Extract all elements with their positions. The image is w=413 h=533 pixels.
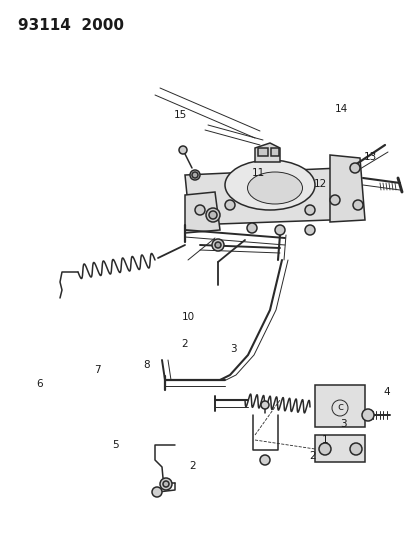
- Ellipse shape: [247, 172, 302, 204]
- Polygon shape: [185, 168, 344, 225]
- Text: 12: 12: [313, 179, 327, 189]
- Circle shape: [152, 487, 161, 497]
- Polygon shape: [185, 192, 219, 233]
- Circle shape: [209, 211, 216, 219]
- Text: 8: 8: [143, 360, 150, 370]
- Circle shape: [361, 409, 373, 421]
- Circle shape: [178, 146, 187, 154]
- Text: 10: 10: [181, 312, 195, 322]
- Bar: [271, 148, 278, 156]
- Circle shape: [352, 200, 362, 210]
- Text: 2: 2: [189, 462, 195, 471]
- Text: 3: 3: [339, 419, 346, 429]
- Text: 5: 5: [112, 440, 119, 450]
- Polygon shape: [254, 143, 279, 162]
- Text: 2: 2: [180, 339, 187, 349]
- Circle shape: [192, 172, 197, 178]
- Text: 3: 3: [230, 344, 237, 354]
- Circle shape: [211, 239, 223, 251]
- Bar: [257, 148, 267, 156]
- Text: 4: 4: [383, 387, 389, 397]
- Circle shape: [318, 443, 330, 455]
- Text: 93114  2000: 93114 2000: [18, 18, 124, 33]
- Text: 1: 1: [321, 435, 328, 445]
- Text: 13: 13: [363, 152, 376, 162]
- Circle shape: [163, 481, 169, 487]
- Text: 7: 7: [94, 366, 100, 375]
- Circle shape: [206, 208, 219, 222]
- Circle shape: [224, 200, 235, 210]
- Circle shape: [260, 401, 268, 409]
- Circle shape: [195, 205, 204, 215]
- Circle shape: [304, 205, 314, 215]
- Text: 11: 11: [252, 168, 265, 178]
- Circle shape: [349, 443, 361, 455]
- Circle shape: [349, 163, 359, 173]
- Ellipse shape: [224, 160, 314, 210]
- Circle shape: [304, 225, 314, 235]
- Text: 6: 6: [36, 379, 43, 389]
- Circle shape: [214, 242, 221, 248]
- Text: 15: 15: [173, 110, 186, 119]
- Polygon shape: [329, 155, 364, 222]
- Circle shape: [259, 455, 269, 465]
- Text: 2: 2: [309, 451, 315, 461]
- Circle shape: [247, 223, 256, 233]
- Circle shape: [190, 170, 199, 180]
- Circle shape: [159, 478, 171, 490]
- Bar: [314, 385, 364, 427]
- Polygon shape: [314, 435, 364, 462]
- Text: 14: 14: [334, 104, 347, 114]
- Text: c: c: [336, 402, 342, 412]
- Circle shape: [274, 225, 284, 235]
- Circle shape: [329, 195, 339, 205]
